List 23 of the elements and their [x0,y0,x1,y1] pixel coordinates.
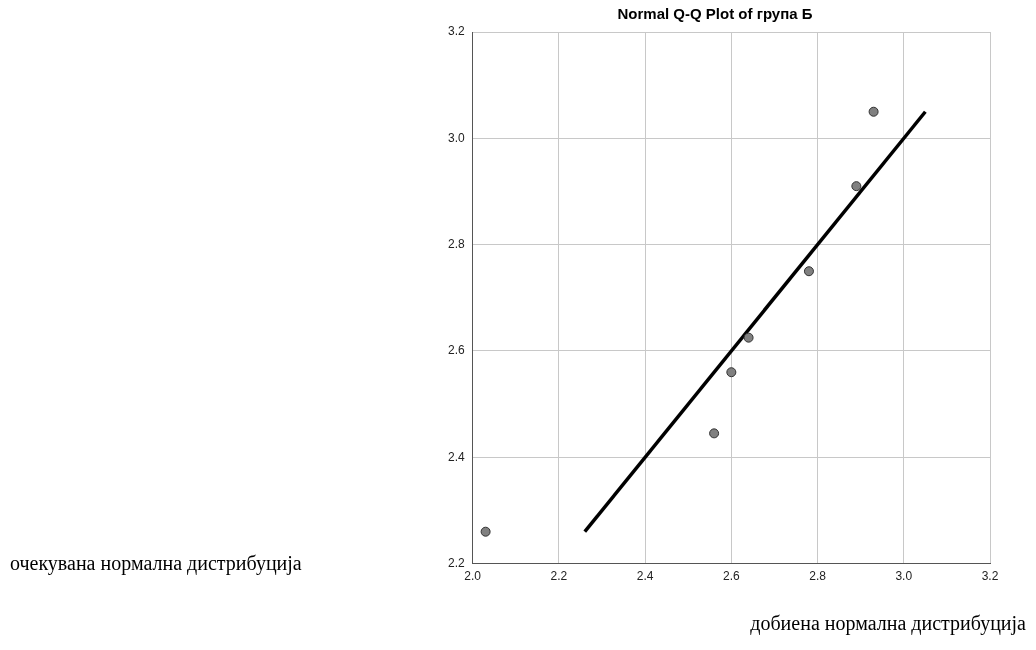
x-axis-title: добиена нормална дистрибуција [750,612,1026,635]
point [480,526,491,537]
x-tick-label: 3.0 [895,569,913,584]
y-tick-label: 3.0 [447,130,465,145]
x-tick-label: 2.2 [550,569,568,584]
chart-title: Normal Q-Q Plot of група Б [617,5,813,23]
y-tick-label: 2.6 [447,343,465,358]
y-tick-label: 2.4 [447,449,465,464]
y-tick-label: 2.2 [447,555,465,570]
text: очекувана нормална дистрибуција [10,552,302,575]
y-tick-label: 3.2 [447,24,465,39]
point [803,266,814,277]
x-tick-label: 2.0 [464,569,482,584]
x-tick-label: 3.2 [981,569,999,584]
point [868,106,879,117]
point [851,181,862,192]
x-tick-label: 2.8 [809,569,827,584]
x-tick-label: 2.6 [723,569,740,584]
point [709,428,720,439]
point [726,367,737,378]
x-tick-label: 2.4 [636,569,654,584]
y-tick-label: 2.8 [447,236,465,251]
point [743,332,754,343]
